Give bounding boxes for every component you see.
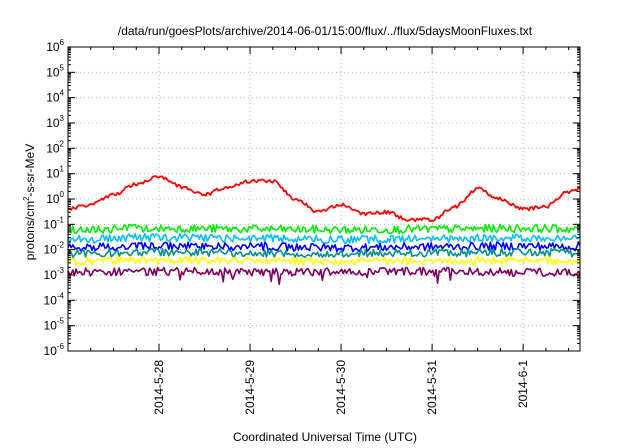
y-tick-base: 10 [46,65,60,79]
y-tick-base: 10 [46,167,60,181]
y-tick-label: 10-5 [44,317,65,333]
y-tick-exponent: 6 [60,38,65,47]
series-5-line [67,247,581,259]
y-tick-exponent: 0 [60,190,65,199]
y-tick-exponent: 3 [60,114,65,123]
y-tick-label: 105 [46,63,64,79]
x-tick-label: 2014-6-1 [516,360,530,408]
y-axis-title: protons/cm2-s-sr-MeV [22,144,37,260]
y-axis-title-post: -s-sr-MeV [23,144,37,197]
y-tick-labels: 10610510410310210110010-110-210-310-410-… [44,38,65,358]
y-tick-base: 10 [46,116,60,130]
series-2-line [67,223,581,235]
x-tick-label: 2014-5-29 [243,360,257,415]
y-tick-exponent: 5 [60,63,65,72]
y-tick-base: 10 [46,40,60,54]
y-tick-label: 100 [46,190,64,206]
chart-title: /data/run/goesPlots/archive/2014-06-01/1… [118,24,533,38]
y-tick-label: 10-3 [44,266,65,282]
plot-frame [67,46,581,352]
y-tick-exponent: -1 [57,215,65,224]
y-tick-label: 106 [46,38,64,54]
y-tick-base: 10 [46,141,60,155]
y-tick-exponent: 2 [60,139,65,148]
y-tick-label: 10-4 [44,291,65,307]
y-tick-base: 10 [46,91,60,105]
y-axis-title-pre: protons/cm [23,201,37,260]
y-tick-base: 10 [44,293,58,307]
x-tick-label: 2014-5-30 [334,360,348,415]
y-tick-label: 104 [46,89,64,105]
y-tick-label: 101 [46,165,64,181]
y-tick-exponent: -4 [57,291,65,300]
y-tick-label: 10-1 [44,215,65,231]
series-1-line [67,175,581,223]
series-7-line [67,266,581,286]
y-tick-base: 10 [44,344,58,358]
x-tick-label: 2014-5-31 [425,360,439,415]
y-tick-exponent: -5 [57,317,65,326]
series-4-line [67,241,581,253]
y-tick-base: 10 [44,243,58,257]
x-tick-label: 2014-5-28 [152,360,166,415]
y-tick-exponent: -2 [57,241,65,250]
x-tick-labels: 2014-5-28 2014-5-29 2014-5-30 2014-5-31 2014… [152,360,530,415]
y-tick-base: 10 [44,217,58,231]
y-tick-base: 10 [44,268,58,282]
grid-lines [68,47,580,351]
y-tick-label: 102 [46,139,64,155]
series-6-line [67,255,581,266]
y-tick-base: 10 [44,319,58,333]
y-tick-exponent: -3 [57,266,65,275]
series-layer [67,175,581,286]
y-tick-exponent: 4 [60,89,65,98]
x-axis-title: Coordinated Universal Time (UTC) [233,430,417,444]
y-tick-label: 10-6 [44,342,65,358]
y-tick-exponent: 1 [60,165,65,174]
y-tick-base: 10 [46,192,60,206]
y-tick-exponent: -6 [57,342,65,351]
y-tick-label: 10-2 [44,241,65,257]
y-tick-label: 103 [46,114,64,130]
y-axis-title-sup: 2 [22,196,31,201]
